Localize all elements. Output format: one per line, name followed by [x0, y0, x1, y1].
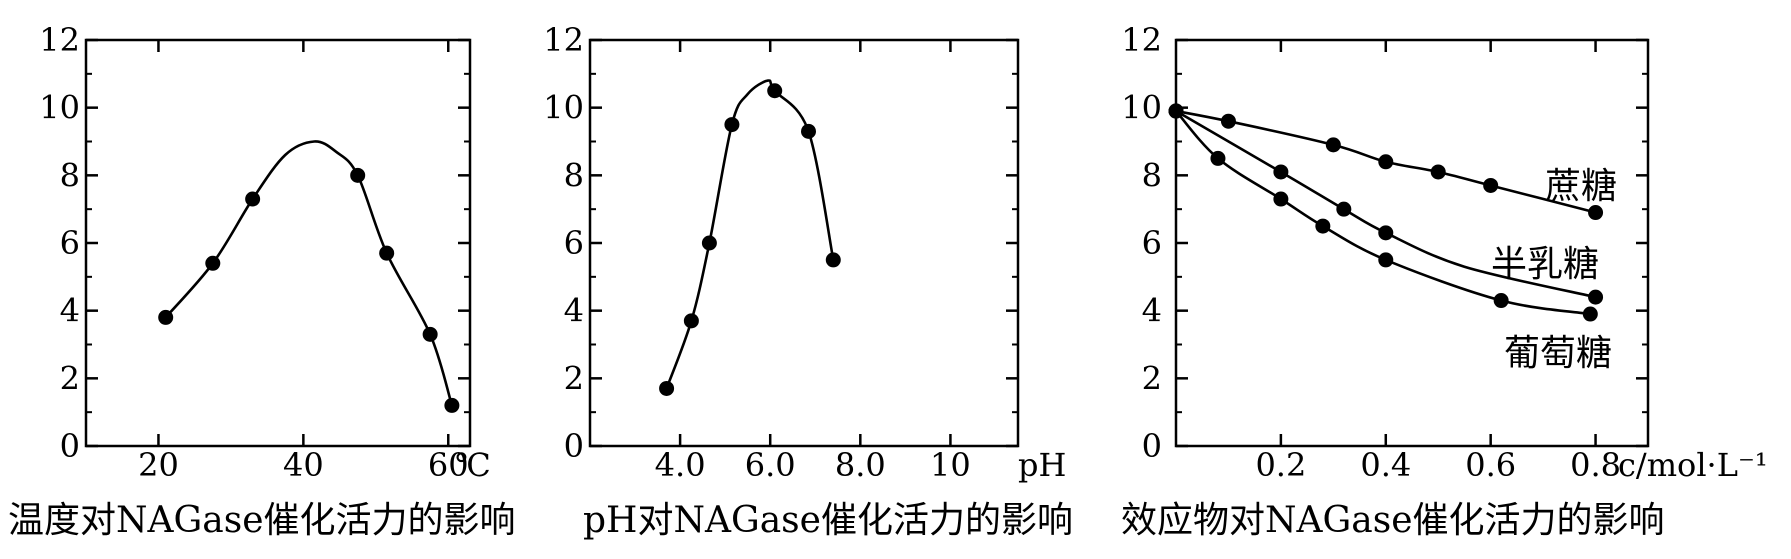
- data-point: [1483, 177, 1499, 193]
- data-point: [379, 245, 395, 261]
- data-point: [245, 191, 261, 207]
- x-tick-label: 10: [930, 446, 971, 484]
- x-tick-label: 40: [283, 446, 324, 484]
- data-point: [1315, 218, 1331, 234]
- data-point: [1430, 164, 1446, 180]
- y-tick-label: 2: [564, 359, 584, 397]
- y-tick-label: 8: [1142, 156, 1162, 194]
- series-label: 葡萄糖: [1504, 333, 1612, 374]
- data-point: [1325, 137, 1341, 153]
- x-tick-label: 60: [428, 446, 469, 484]
- chart-title: 温度对NAGase催化活力的影响: [8, 500, 516, 541]
- x-axis-label: pH: [1018, 446, 1066, 484]
- series-line: [164, 140, 454, 406]
- data-point: [1378, 252, 1394, 268]
- y-tick-label: 0: [60, 427, 80, 465]
- series-line: [1175, 109, 1596, 299]
- y-tick-label: 8: [564, 156, 584, 194]
- data-point: [158, 309, 174, 325]
- plot-frame: [1174, 38, 1650, 448]
- y-tick-label: 10: [543, 89, 584, 127]
- data-point: [1378, 154, 1394, 170]
- data-point: [1210, 150, 1226, 166]
- x-tick-label: 0.6: [1465, 446, 1516, 484]
- y-tick-label: 2: [1142, 359, 1162, 397]
- data-point: [1588, 289, 1604, 305]
- y-tick-label: 4: [1142, 292, 1162, 330]
- data-point: [1582, 306, 1598, 322]
- x-tick-label: 6.0: [745, 446, 796, 484]
- x-tick-label: 0.8: [1570, 446, 1621, 484]
- plot-frame: [588, 38, 1020, 448]
- chart-1: 0 2 4 6 8 10 12 20 40 60℃ 温度对NAGase催化活力的影响: [8, 21, 516, 541]
- data-point: [701, 235, 717, 251]
- data-point: [825, 252, 841, 268]
- chart-3: 0 2 4 6 8 10 12 0.2 0.4 0.6 0.8c/mol·L⁻¹ 蔗糖半乳糖葡萄糖效应…: [1121, 21, 1768, 541]
- data-point: [1273, 191, 1289, 207]
- y-tick-label: 2: [60, 359, 80, 397]
- y-tick-label: 10: [39, 89, 80, 127]
- data-point: [1220, 113, 1236, 129]
- data-point: [350, 167, 366, 183]
- x-axis-label: ℃: [455, 446, 491, 484]
- chart-2: 0 2 4 6 8 10 12 4.0 6.0 8.0 10 pH pH对NAGase催化活力的影响: [543, 21, 1073, 541]
- data-point: [1336, 201, 1352, 217]
- x-tick-label: 0.2: [1255, 446, 1306, 484]
- series-label: 半乳糖: [1491, 244, 1599, 285]
- data-point: [1493, 293, 1509, 309]
- y-tick-label: 10: [1121, 89, 1162, 127]
- data-point: [1168, 103, 1184, 119]
- series-label: 蔗糖: [1545, 166, 1617, 207]
- data-point: [801, 123, 817, 139]
- data-point: [1588, 205, 1604, 221]
- x-tick-label: 4.0: [655, 446, 706, 484]
- y-tick-label: 0: [564, 427, 584, 465]
- y-tick-label: 4: [60, 292, 80, 330]
- y-tick-label: 6: [564, 224, 584, 262]
- data-point: [1378, 225, 1394, 241]
- data-point: [422, 326, 438, 342]
- y-tick-label: 4: [564, 292, 584, 330]
- y-tick-label: 12: [1121, 21, 1162, 59]
- x-tick-label: 0.4: [1360, 446, 1411, 484]
- data-point: [767, 83, 783, 99]
- y-tick-label: 0: [1142, 427, 1162, 465]
- data-point: [1273, 164, 1289, 180]
- y-tick-label: 6: [1142, 224, 1162, 262]
- y-tick-label: 6: [60, 224, 80, 262]
- data-point: [444, 397, 460, 413]
- x-axis-label: c/mol·L⁻¹: [1618, 446, 1768, 484]
- data-point: [683, 313, 699, 329]
- chart-title: pH对NAGase催化活力的影响: [583, 500, 1073, 541]
- y-tick-label: 12: [543, 21, 584, 59]
- data-point: [659, 380, 675, 396]
- data-point: [724, 117, 740, 133]
- data-point: [205, 255, 221, 271]
- x-tick-label: 8.0: [835, 446, 886, 484]
- y-tick-label: 8: [60, 156, 80, 194]
- x-tick-label: 20: [138, 446, 179, 484]
- y-tick-label: 12: [39, 21, 80, 59]
- chart-title: 效应物对NAGase催化活力的影响: [1121, 500, 1665, 541]
- plot-frame: [84, 38, 472, 448]
